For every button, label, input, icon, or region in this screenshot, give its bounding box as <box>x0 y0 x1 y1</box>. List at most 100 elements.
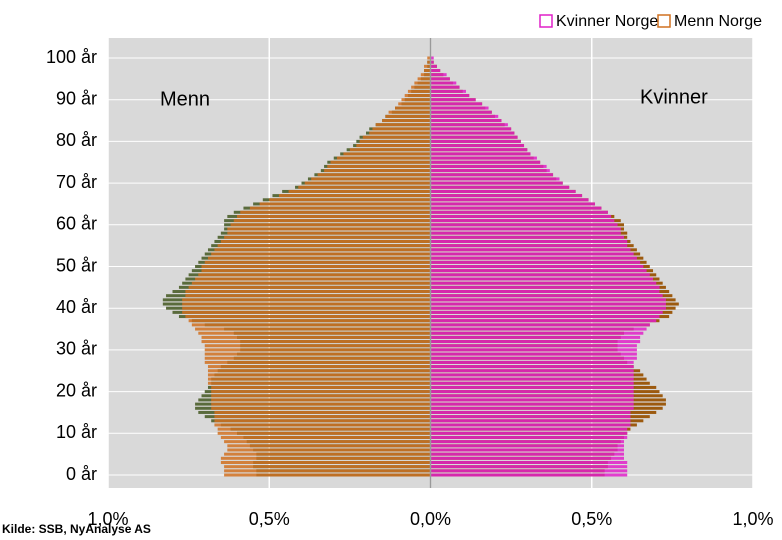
annotation: Kvinner <box>640 86 708 108</box>
bar <box>430 369 634 373</box>
bar <box>430 173 554 177</box>
bar <box>430 85 460 89</box>
bar <box>343 152 431 156</box>
bar <box>227 448 431 452</box>
bar <box>182 310 431 314</box>
bar <box>430 98 476 102</box>
bar <box>430 402 634 406</box>
bar <box>430 427 628 431</box>
bar <box>430 89 466 93</box>
bar <box>430 56 434 60</box>
bar <box>430 256 637 260</box>
bar <box>430 260 641 264</box>
bar <box>430 264 644 269</box>
bar <box>278 194 431 198</box>
bar <box>211 398 431 402</box>
bar <box>430 148 528 152</box>
bar <box>188 319 431 323</box>
bar <box>424 69 431 73</box>
bar <box>349 148 431 152</box>
bar <box>430 419 631 423</box>
bar <box>430 206 602 210</box>
bar <box>259 202 431 206</box>
bar <box>356 144 431 148</box>
bar <box>430 356 637 360</box>
bar <box>430 473 628 477</box>
legend-label: Menn Norge <box>674 13 762 30</box>
bar <box>430 431 628 435</box>
bar <box>204 356 431 360</box>
bar <box>224 469 431 473</box>
bar <box>375 123 431 127</box>
bar <box>204 260 431 264</box>
bar <box>298 185 431 189</box>
bar <box>430 202 595 206</box>
bar <box>214 423 431 427</box>
bar <box>201 340 431 344</box>
bar <box>430 198 589 202</box>
bar <box>430 69 441 73</box>
bar <box>395 106 431 110</box>
bar <box>214 410 431 414</box>
bar <box>382 119 431 123</box>
annotation: Menn <box>160 88 210 110</box>
bar <box>417 77 431 81</box>
bar <box>430 360 634 364</box>
x-tick-label: 1,0% <box>87 509 128 529</box>
bar <box>430 189 576 193</box>
bar <box>430 377 634 381</box>
bar <box>414 81 431 85</box>
bar <box>430 269 647 273</box>
bar <box>359 139 431 143</box>
bar <box>430 248 631 252</box>
bar <box>385 114 431 118</box>
bar <box>430 94 470 98</box>
bar <box>430 64 437 68</box>
bar <box>430 244 628 248</box>
bar <box>430 181 563 185</box>
bar <box>430 252 634 256</box>
bar <box>191 281 431 285</box>
bar <box>430 194 583 198</box>
bar <box>185 290 431 294</box>
bar <box>430 81 457 85</box>
bar <box>220 435 431 439</box>
bar <box>330 160 431 164</box>
bar <box>182 302 431 306</box>
bar <box>424 64 431 68</box>
x-tick-label: 0,5% <box>249 509 290 529</box>
bar <box>224 473 431 477</box>
bar <box>317 173 431 177</box>
bar <box>401 98 431 102</box>
bar <box>198 273 431 277</box>
bar <box>288 189 431 193</box>
bar <box>430 452 624 456</box>
bar <box>214 415 431 419</box>
bar <box>336 156 431 160</box>
bar <box>430 235 624 239</box>
bar <box>430 127 512 131</box>
bar <box>430 306 666 310</box>
bar <box>214 248 431 252</box>
bar <box>430 219 615 223</box>
bar <box>430 344 637 348</box>
bar <box>204 360 431 364</box>
bar <box>217 431 431 435</box>
bar <box>430 381 634 385</box>
bar <box>430 281 657 285</box>
x-tick-label: 0,0% <box>410 509 451 529</box>
bar <box>182 298 431 302</box>
y-tick-label: 90 år <box>56 88 97 108</box>
bar <box>430 394 634 398</box>
bar <box>430 210 608 214</box>
bar <box>430 406 634 410</box>
bar <box>430 169 550 173</box>
bar <box>217 427 431 431</box>
bar <box>430 340 641 344</box>
bar <box>430 227 621 231</box>
y-tick-label: 70 år <box>56 172 97 192</box>
legend-label: Kvinner Norge <box>556 13 658 30</box>
bar <box>220 456 431 460</box>
bar <box>430 139 521 143</box>
